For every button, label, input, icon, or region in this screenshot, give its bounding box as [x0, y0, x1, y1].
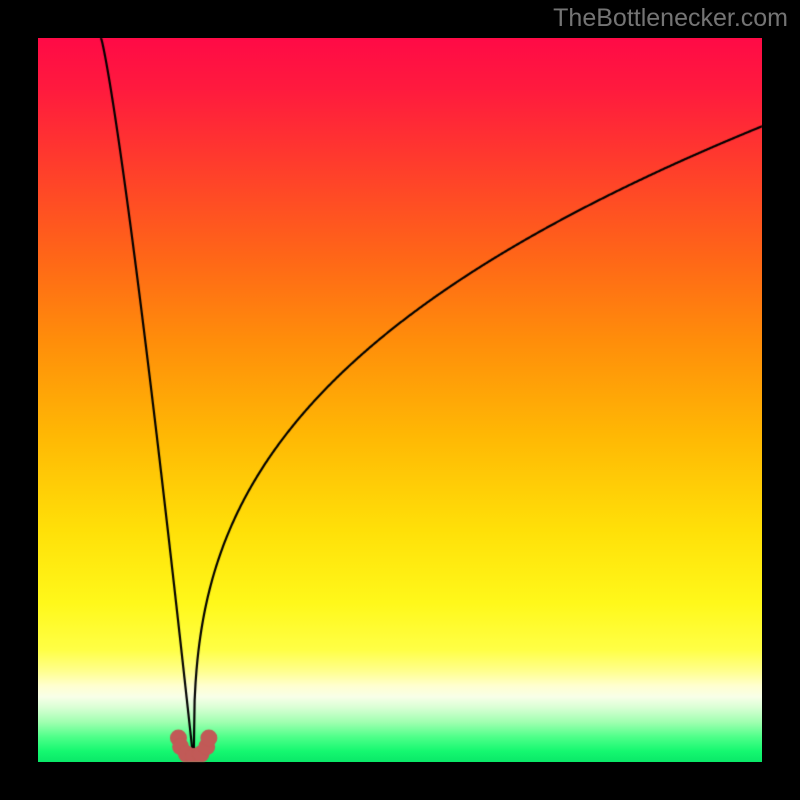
chart-stage: TheBottlenecker.com: [0, 0, 800, 800]
curve-layer: [0, 0, 800, 800]
watermark-text: TheBottlenecker.com: [553, 4, 788, 33]
